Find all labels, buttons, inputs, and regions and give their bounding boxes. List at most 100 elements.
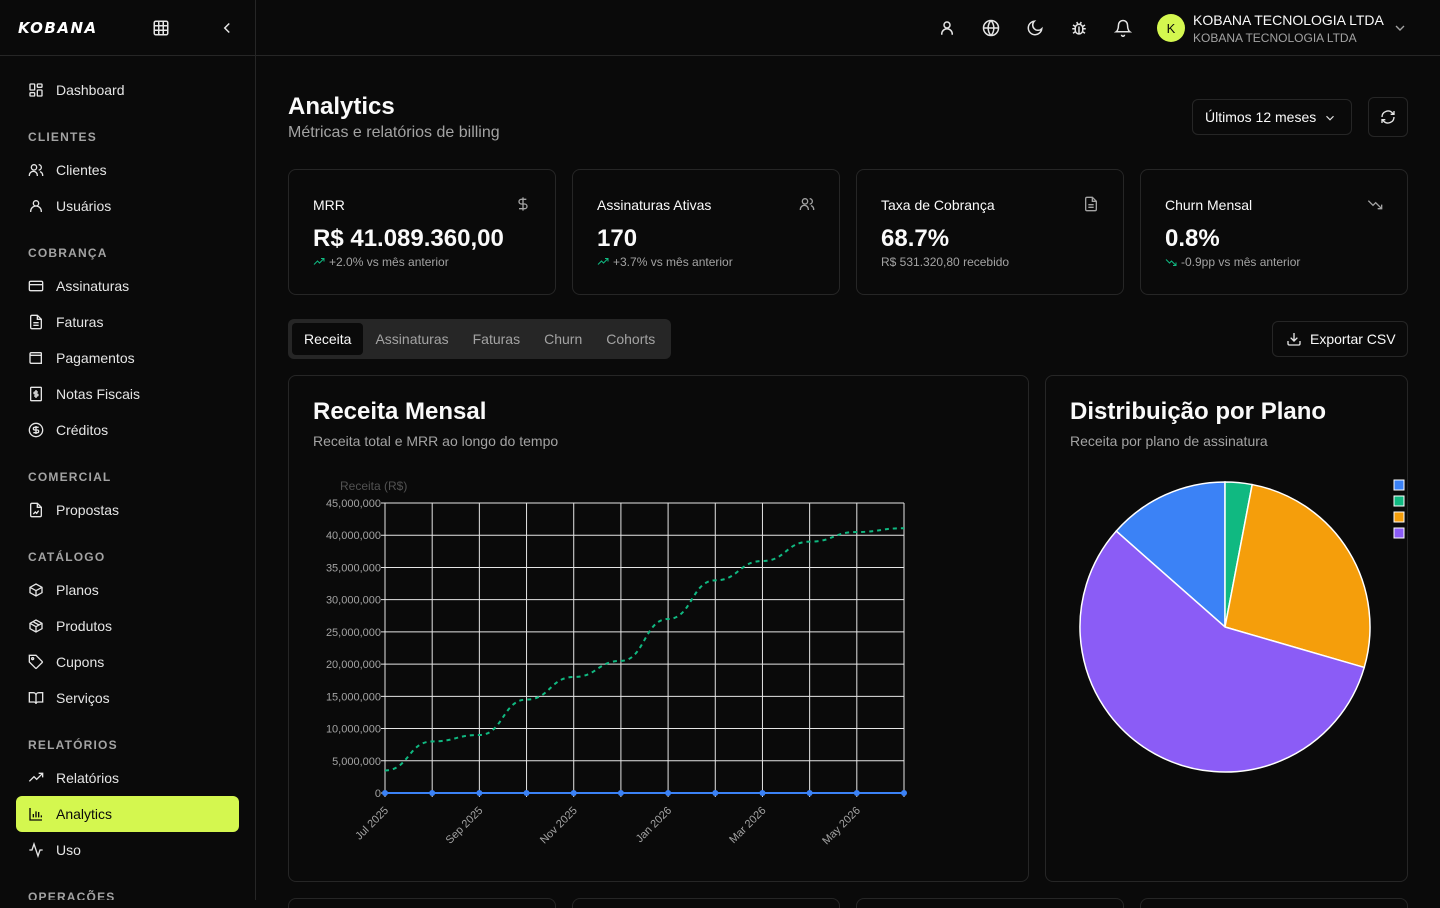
y-tick-label: 20,000,000 bbox=[326, 659, 381, 671]
sidebar-item-label: Planos bbox=[56, 582, 99, 598]
sidebar-item-faturas[interactable]: Faturas bbox=[16, 304, 239, 340]
file-signature-icon bbox=[28, 502, 44, 518]
sidebar-item-label: Serviços bbox=[56, 690, 110, 706]
chevron-down-icon[interactable] bbox=[1392, 20, 1408, 36]
sidebar-item-label: Relatórios bbox=[56, 770, 119, 786]
credit-card-icon bbox=[28, 278, 44, 294]
box-icon bbox=[28, 582, 44, 598]
export-csv-button[interactable]: Exportar CSV bbox=[1272, 321, 1408, 357]
sidebar-item-planos[interactable]: Planos bbox=[16, 572, 239, 608]
sidebar-item-label: Créditos bbox=[56, 422, 108, 438]
sidebar-item-propostas[interactable]: Propostas bbox=[16, 492, 239, 528]
collapse-sidebar-icon[interactable] bbox=[218, 19, 236, 37]
sidebar-item-produtos[interactable]: Produtos bbox=[16, 608, 239, 644]
sidebar-item-usuarios[interactable]: Usuários bbox=[16, 188, 239, 224]
tab-assinaturas[interactable]: Assinaturas bbox=[363, 323, 460, 355]
main-content: Analytics Métricas e relatórios de billi… bbox=[256, 57, 1440, 900]
sidebar-item-analytics[interactable]: Analytics bbox=[16, 796, 239, 832]
kpi-value: 170 bbox=[597, 225, 637, 253]
series-line-1 bbox=[385, 528, 904, 770]
legend-swatch bbox=[1394, 528, 1404, 538]
period-select[interactable]: Últimos 12 meses bbox=[1192, 99, 1352, 135]
section-clientes: CLIENTES bbox=[0, 108, 255, 152]
sidebar-item-clientes[interactable]: Clientes bbox=[16, 152, 239, 188]
chevron-down-icon bbox=[1323, 111, 1337, 125]
sidebar-item-dashboard[interactable]: Dashboard bbox=[16, 72, 239, 108]
y-tick-label: 15,000,000 bbox=[326, 691, 381, 703]
kobana-logo[interactable]: KOBANA bbox=[18, 19, 98, 37]
series-point-0 bbox=[476, 790, 482, 796]
trending-down-icon bbox=[1165, 256, 1177, 268]
kpi-card-churn: Churn Mensal 0.8% -0.9pp vs mês anterior bbox=[1140, 169, 1408, 295]
refresh-icon bbox=[1380, 109, 1396, 125]
kpi-card-taxa-cobranca: Taxa de Cobrança 68.7% R$ 531.320,80 rec… bbox=[856, 169, 1124, 295]
trending-down-icon bbox=[1367, 196, 1383, 212]
globe-icon[interactable] bbox=[982, 19, 1000, 37]
tab-receita[interactable]: Receita bbox=[292, 323, 363, 355]
sidebar-item-cupons[interactable]: Cupons bbox=[16, 644, 239, 680]
kpi-value: R$ 41.089.360,00 bbox=[313, 225, 504, 253]
kpi-card-mrr: MRR R$ 41.089.360,00 +2.0% vs mês anteri… bbox=[288, 169, 556, 295]
x-tick-label: May 2026 bbox=[820, 805, 863, 848]
period-select-value: Últimos 12 meses bbox=[1205, 109, 1316, 125]
kpi-value: 0.8% bbox=[1165, 225, 1220, 253]
sidebar-item-pagamentos[interactable]: Pagamentos bbox=[16, 340, 239, 376]
bell-icon[interactable] bbox=[1114, 19, 1132, 37]
kpi-value: 68.7% bbox=[881, 225, 949, 253]
org-subtitle: KOBANA TECNOLOGIA LTDA bbox=[1193, 31, 1357, 45]
tab-faturas[interactable]: Faturas bbox=[461, 323, 532, 355]
users-icon bbox=[28, 162, 44, 178]
refresh-button[interactable] bbox=[1368, 97, 1408, 137]
tab-cohorts[interactable]: Cohorts bbox=[594, 323, 667, 355]
sidebar-item-relatorios[interactable]: Relatórios bbox=[16, 760, 239, 796]
sidebar-item-servicos[interactable]: Serviços bbox=[16, 680, 239, 716]
org-name[interactable]: KOBANA TECNOLOGIA LTDA bbox=[1193, 12, 1384, 28]
sidebar-item-creditos[interactable]: Créditos bbox=[16, 412, 239, 448]
plan-distribution-card: Distribuição por Plano Receita por plano… bbox=[1045, 375, 1408, 882]
moon-icon[interactable] bbox=[1026, 19, 1044, 37]
tag-icon bbox=[28, 654, 44, 670]
series-point-0 bbox=[759, 790, 765, 796]
user-icon[interactable] bbox=[938, 19, 956, 37]
sidebar-item-label: Dashboard bbox=[56, 82, 125, 98]
y-tick-label: 0 bbox=[375, 788, 381, 800]
x-tick-label: Jul 2025 bbox=[353, 805, 391, 843]
series-point-0 bbox=[382, 790, 388, 796]
avatar[interactable]: K bbox=[1157, 14, 1185, 42]
page-title: Analytics bbox=[288, 93, 395, 121]
x-tick-label: Jan 2026 bbox=[634, 805, 674, 845]
series-point-0 bbox=[807, 790, 813, 796]
kpi-delta-text: +3.7% vs mês anterior bbox=[613, 255, 733, 269]
y-tick-label: 5,000,000 bbox=[332, 756, 381, 768]
kpi-delta: R$ 531.320,80 recebido bbox=[881, 255, 1009, 269]
trending-up-icon bbox=[28, 770, 44, 786]
dollar-icon bbox=[515, 196, 531, 212]
package-icon bbox=[28, 618, 44, 634]
series-point-0 bbox=[429, 790, 435, 796]
kpi-title: MRR bbox=[313, 197, 345, 213]
export-csv-label: Exportar CSV bbox=[1310, 331, 1396, 347]
file-text-icon bbox=[28, 314, 44, 330]
wallet-icon bbox=[28, 350, 44, 366]
sidebar-item-label: Produtos bbox=[56, 618, 112, 634]
section-comercial: COMERCIAL bbox=[0, 448, 255, 492]
sidebar-item-uso[interactable]: Uso bbox=[16, 832, 239, 868]
section-operacoes: OPERAÇÕES bbox=[0, 868, 255, 900]
y-tick-label: 10,000,000 bbox=[326, 724, 381, 736]
bug-icon[interactable] bbox=[1070, 19, 1088, 37]
tab-churn[interactable]: Churn bbox=[532, 323, 594, 355]
sidebar-item-label: Uso bbox=[56, 842, 81, 858]
sidebar-item-assinaturas[interactable]: Assinaturas bbox=[16, 268, 239, 304]
bar-chart-icon bbox=[28, 806, 44, 822]
kpi-delta-text: R$ 531.320,80 recebido bbox=[881, 255, 1009, 269]
app-grid-icon[interactable] bbox=[152, 19, 170, 37]
y-axis-title: Receita (R$) bbox=[340, 479, 407, 493]
sidebar-item-label: Faturas bbox=[56, 314, 103, 330]
book-open-icon bbox=[28, 690, 44, 706]
sidebar-item-notas-fiscais[interactable]: Notas Fiscais bbox=[16, 376, 239, 412]
y-tick-label: 40,000,000 bbox=[326, 530, 381, 542]
y-tick-label: 45,000,000 bbox=[326, 498, 381, 510]
y-tick-label: 30,000,000 bbox=[326, 595, 381, 607]
kpi-delta: -0.9pp vs mês anterior bbox=[1165, 255, 1300, 269]
trending-up-icon bbox=[597, 256, 609, 268]
